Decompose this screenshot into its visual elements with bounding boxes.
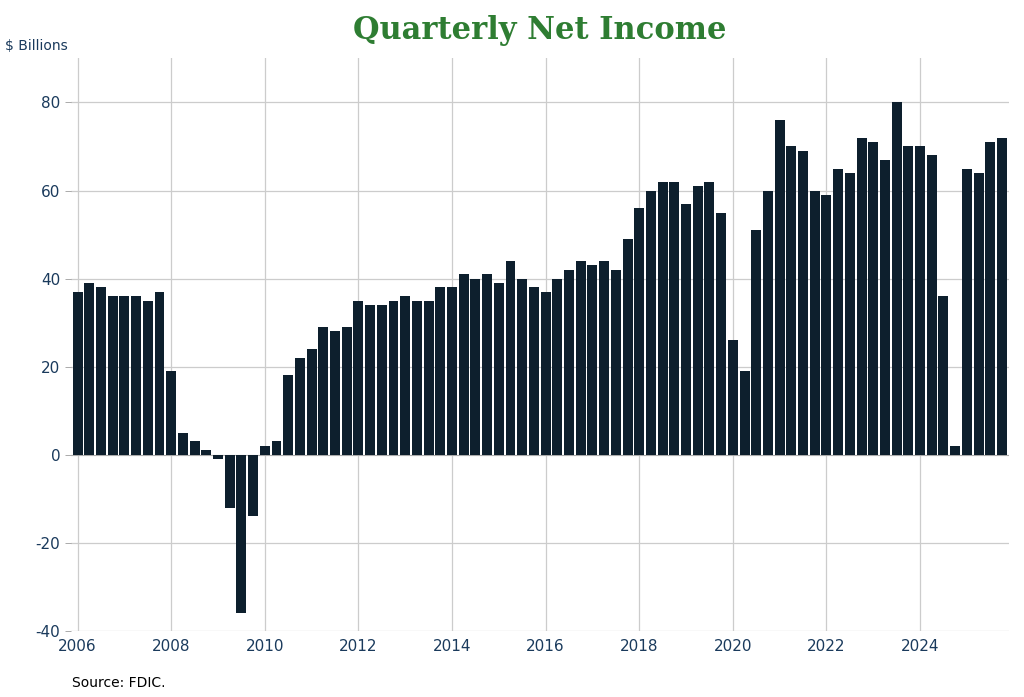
Bar	[588, 266, 597, 454]
Bar	[202, 450, 211, 454]
Bar	[763, 190, 773, 454]
Bar	[131, 296, 141, 454]
Bar	[155, 292, 165, 454]
Bar	[353, 300, 364, 454]
Bar	[786, 146, 797, 454]
Bar	[494, 283, 504, 454]
Text: $ Billions: $ Billions	[5, 39, 68, 53]
Bar	[96, 287, 105, 454]
Bar	[271, 441, 282, 454]
Bar	[857, 138, 866, 454]
Bar	[260, 446, 269, 454]
Bar	[868, 142, 879, 454]
Bar	[892, 102, 902, 454]
Bar	[798, 151, 808, 454]
Bar	[213, 454, 223, 459]
Bar	[739, 371, 750, 454]
Bar	[412, 300, 422, 454]
Bar	[108, 296, 118, 454]
Bar	[903, 146, 913, 454]
Bar	[342, 327, 351, 454]
Bar	[330, 331, 340, 454]
Bar	[237, 454, 247, 613]
Bar	[295, 358, 305, 454]
Bar	[575, 261, 586, 454]
Bar	[306, 349, 316, 454]
Bar	[224, 454, 234, 507]
Bar	[646, 190, 656, 454]
Bar	[705, 182, 715, 454]
Bar	[681, 204, 691, 454]
Title: Quarterly Net Income: Quarterly Net Income	[353, 15, 726, 46]
Bar	[670, 182, 679, 454]
Bar	[459, 274, 469, 454]
Bar	[318, 327, 329, 454]
Bar	[564, 270, 574, 454]
Bar	[950, 446, 961, 454]
Bar	[810, 190, 820, 454]
Bar	[517, 279, 527, 454]
Bar	[552, 279, 562, 454]
Bar	[821, 195, 831, 454]
Bar	[377, 305, 387, 454]
Bar	[541, 292, 551, 454]
Bar	[73, 292, 83, 454]
Bar	[120, 296, 129, 454]
Bar	[716, 213, 726, 454]
Bar	[997, 138, 1007, 454]
Bar	[693, 186, 702, 454]
Bar	[178, 433, 187, 454]
Bar	[634, 208, 644, 454]
Bar	[728, 340, 738, 454]
Bar	[611, 270, 621, 454]
Bar	[657, 182, 668, 454]
Bar	[470, 279, 480, 454]
Bar	[284, 376, 293, 454]
Text: Source: FDIC.: Source: FDIC.	[72, 676, 165, 690]
Bar	[880, 160, 890, 454]
Bar	[424, 300, 433, 454]
Bar	[974, 173, 983, 454]
Bar	[482, 274, 493, 454]
Bar	[435, 287, 445, 454]
Bar	[985, 142, 995, 454]
Bar	[189, 441, 200, 454]
Bar	[915, 146, 925, 454]
Bar	[84, 283, 94, 454]
Bar	[447, 287, 457, 454]
Bar	[506, 261, 515, 454]
Bar	[623, 239, 633, 454]
Bar	[248, 454, 258, 516]
Bar	[752, 230, 761, 454]
Bar	[939, 296, 948, 454]
Bar	[529, 287, 539, 454]
Bar	[845, 173, 855, 454]
Bar	[927, 155, 937, 454]
Bar	[834, 169, 843, 454]
Bar	[400, 296, 411, 454]
Bar	[166, 371, 176, 454]
Bar	[388, 300, 398, 454]
Bar	[775, 120, 784, 454]
Bar	[599, 261, 609, 454]
Bar	[366, 305, 375, 454]
Bar	[962, 169, 972, 454]
Bar	[142, 300, 153, 454]
